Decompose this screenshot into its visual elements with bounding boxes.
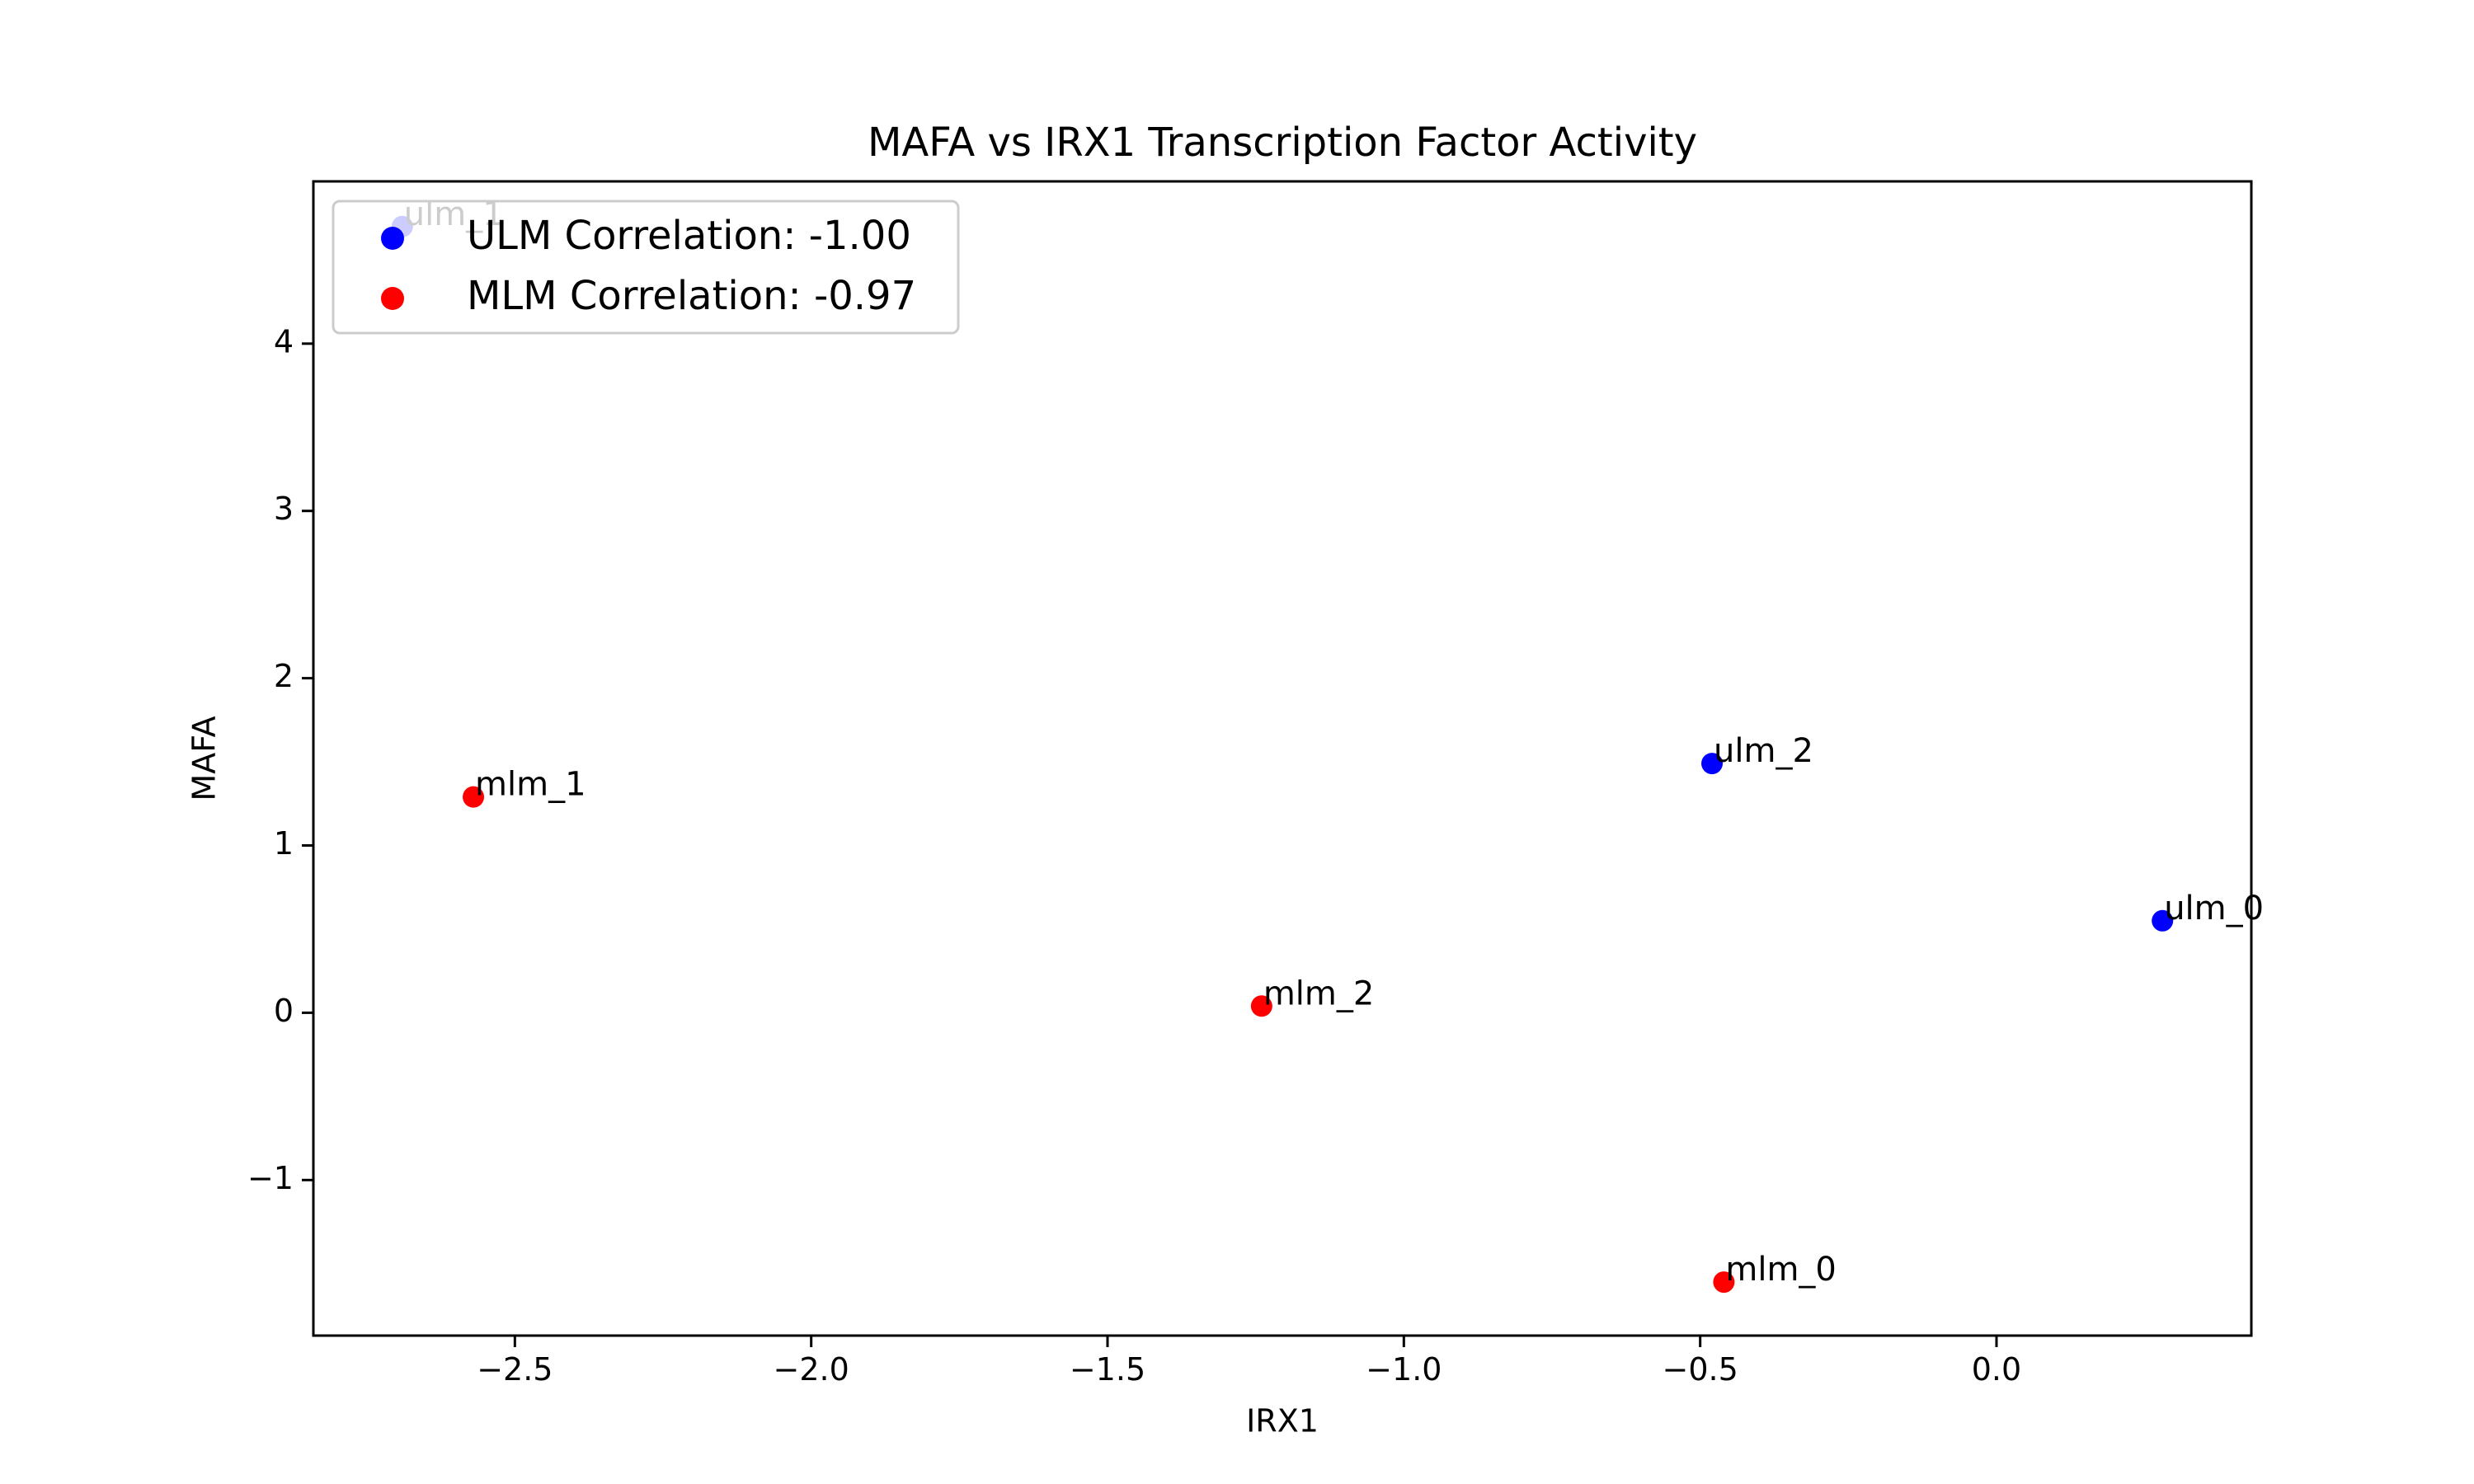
x-tick-label: 0.0 <box>1972 1351 2021 1388</box>
y-tick-label: 4 <box>274 323 294 359</box>
x-axis-label: IRX1 <box>1246 1403 1319 1439</box>
legend-marker <box>381 227 404 250</box>
point-label: mlm_2 <box>1263 974 1375 1012</box>
y-axis-label: MAFA <box>186 716 223 801</box>
point-label: mlm_0 <box>1725 1251 1837 1289</box>
y-tick-label: 2 <box>274 658 294 694</box>
x-tick-label: −0.5 <box>1663 1351 1738 1388</box>
point-label: mlm_1 <box>475 766 586 804</box>
x-tick-label: −1.5 <box>1070 1351 1145 1388</box>
legend-box <box>332 200 960 335</box>
point-label: ulm_2 <box>1714 732 1813 770</box>
y-tick-label: −1 <box>247 1160 294 1196</box>
y-tick-label: 0 <box>274 993 294 1029</box>
y-tick-label: 3 <box>274 491 294 527</box>
data-point <box>1250 995 1272 1017</box>
legend: ULM Correlation: -1.00 MLM Correlation: -… <box>332 200 960 335</box>
plot-frame <box>312 180 2253 1337</box>
y-tick-label: 1 <box>274 825 294 862</box>
x-tick-label: −2.5 <box>477 1351 553 1388</box>
chart-title: MAFA vs IRX1 Transcription Factor Activi… <box>868 120 1697 166</box>
data-point <box>463 786 485 808</box>
data-point <box>1701 753 1724 775</box>
point-label: ulm_0 <box>2164 890 2264 928</box>
data-point <box>2152 909 2174 932</box>
x-tick-label: −1.0 <box>1366 1351 1442 1388</box>
data-point <box>1713 1271 1735 1294</box>
legend-entry-label: ULM Correlation: -1.00 <box>467 213 911 259</box>
legend-entry-label: MLM Correlation: -0.97 <box>467 273 916 319</box>
legend-marker <box>381 287 404 310</box>
x-tick-label: −2.0 <box>774 1351 849 1388</box>
